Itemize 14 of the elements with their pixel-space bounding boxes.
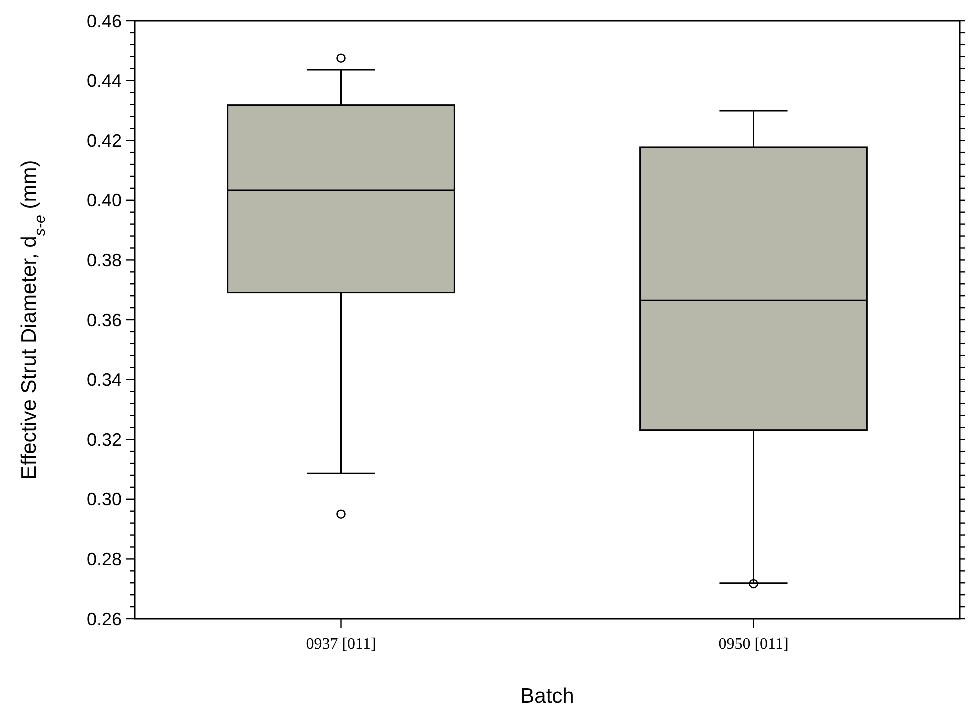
y-tick-label: 0.42 [86,130,122,151]
y-tick-label: 0.26 [86,609,122,630]
y-tick-label: 0.44 [86,71,122,92]
y-tick-label: 0.40 [86,190,122,211]
x-tick-label: 0950 [011] [718,636,789,653]
x-tick-label: 0937 [011] [306,636,376,653]
y-tick-label: 0.32 [86,430,122,450]
y-tick-label: 0.30 [86,490,122,510]
y-tick-label: 0.36 [86,310,122,330]
x-axis-title: Batch [520,685,574,708]
y-tick-label: 0.34 [86,370,122,390]
y-tick-label: 0.28 [86,550,122,570]
y-tick-label: 0.46 [86,11,122,32]
y-tick-label: 0.38 [86,250,122,270]
